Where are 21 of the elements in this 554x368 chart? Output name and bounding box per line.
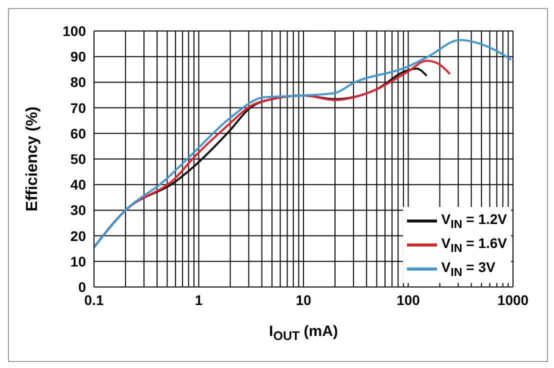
y-tick-label: 80 [70,74,86,90]
y-tick-label: 90 [70,48,86,65]
y-tick-label: 10 [70,253,86,270]
legend-label: V$_{IN}$ = 1.6V [441,235,507,255]
x-tick-label: 0.1 [84,292,104,308]
x-axis-title: I$_{OUT}$ (mA) [268,323,339,343]
legend-label: V$_{IN}$ = 3V [441,259,496,279]
x-tick-label: 1000 [497,292,529,308]
x-tick-label: 1 [194,292,203,308]
y-tick-label: 30 [70,202,86,218]
x-tick-label: 10 [296,292,312,308]
y-tick-label: 70 [70,100,86,116]
y-tick-label: 40 [70,176,86,193]
x-tick-label: 100 [396,292,420,308]
y-tick-label: 60 [70,125,86,142]
legend-label: V$_{IN}$ = 1.2V [441,211,507,231]
y-tick-label: 20 [70,228,86,244]
y-axis-title: Efficiency (%) [24,106,42,212]
y-tick-label: 0 [78,278,86,295]
y-tick-label: 50 [70,150,86,167]
y-tick-label: 100 [62,22,86,39]
